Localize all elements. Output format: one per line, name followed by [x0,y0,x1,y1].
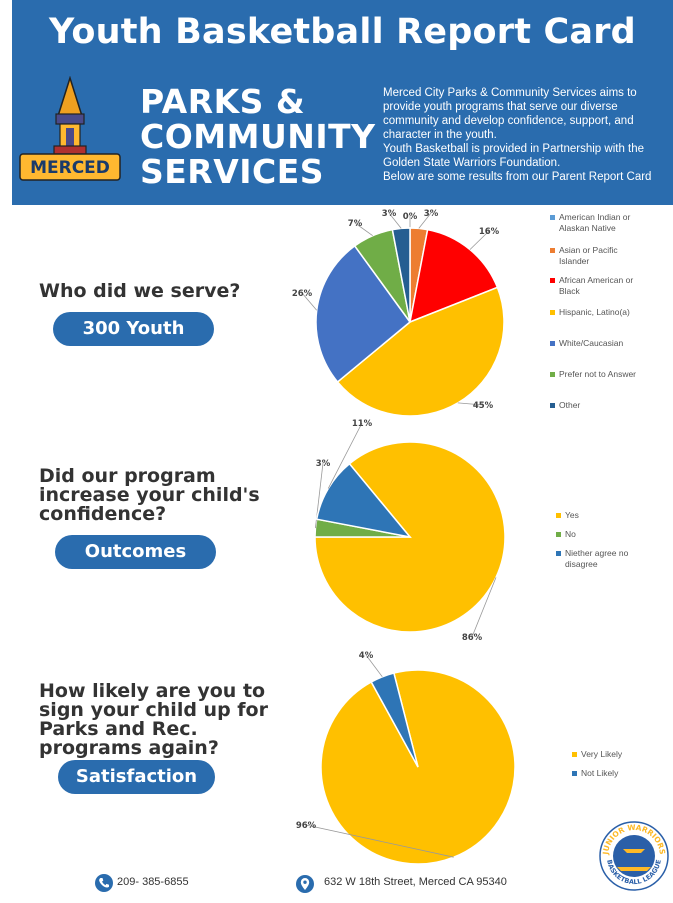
data-label: 3% [424,209,439,219]
data-label: 4% [359,651,374,661]
legend-label: Asian or Pacific [559,245,618,255]
question-line: increase your child's [39,484,260,506]
mission-line: Below are some results from our Parent R… [383,171,652,183]
data-label: 45% [473,401,494,411]
legend-label: Other [559,400,580,410]
question-line: Did our program [39,465,216,487]
data-label: 16% [479,227,500,237]
legend-label: American Indian or [559,212,631,222]
leader-line [354,222,373,237]
question-line: programs again? [39,737,219,759]
question-line: Parks and Rec. [39,718,198,740]
legend-label: Prefer not to Answer [559,369,636,379]
mission-line: Merced City Parks & Community Services a… [383,87,637,99]
page-title: Youth Basketball Report Card [49,12,636,52]
phone-icon [95,874,113,892]
legend-swatch [556,551,561,556]
pie-chart-3: 96% 4% Very Likely Not Likely [296,651,623,865]
youth-count-pill: 300 Youth [53,312,214,346]
data-label: 0% [403,212,418,222]
question-line: confidence? [39,503,167,525]
question-line: Who did we serve? [39,280,241,302]
mission-line: Golden State Warriors Foundation. [383,157,561,169]
data-label: 3% [382,209,397,219]
data-label: 3% [316,459,331,469]
data-label: 11% [352,419,373,429]
legend-swatch [550,341,555,346]
location-pin-icon [296,875,314,893]
legend-swatch [556,532,561,537]
mission-line: provide youth programs that serve our di… [383,101,618,113]
legend-swatch [550,278,555,283]
outcomes-pill: Outcomes [55,535,216,569]
legend-swatch [556,513,561,518]
mission-line: character in the youth. [383,129,497,141]
legend-label: Alaskan Native [559,223,616,233]
pie-slice [315,244,412,383]
legend-label: Islander [559,256,589,266]
address: 632 W 18th Street, Merced CA 95340 [324,876,507,888]
legend-swatch [572,752,577,757]
leader-line [327,422,363,489]
org-name-line1: PARKS & [140,82,306,121]
leader-line [305,824,454,858]
question-who-served: Who did we serve? [39,282,240,301]
legend-label: Not Likely [581,768,619,778]
legend-swatch [550,248,555,253]
legend-swatch [550,310,555,315]
legend-swatch [550,215,555,220]
legend-label: disagree [565,559,598,569]
legend-label: Niether agree no [565,548,629,558]
leader-line [469,230,490,250]
leader-line [457,402,484,406]
legend-label: African American or [559,275,633,285]
logo-wordmark: MERCED [30,158,110,178]
data-label: 86% [462,633,483,643]
leader-line [418,212,432,229]
junior-warriors-badge: JUNIOR WARRIORS BASKETBALL LEAGUE [599,821,669,891]
legend-swatch [550,403,555,408]
org-name-line3: SERVICES [140,152,325,191]
data-label: 96% [296,821,317,831]
mission-line: community and develop confidence, suppor… [383,115,634,127]
leader-line [471,577,497,638]
org-name: PARKS & COMMUNITY SERVICES [140,84,376,189]
satisfaction-pill: Satisfaction [58,760,215,794]
mission-statement: Merced City Parks & Community Services a… [383,86,673,184]
data-label: 7% [348,219,363,229]
leader-line [301,292,318,311]
phone-number: 209- 385-6855 [117,876,189,888]
pie-chart-1: 0% 3% 16% 45% 26% 7% 3% American Indian orAlask… [292,209,636,417]
org-name-line2: COMMUNITY [140,117,376,156]
question-line: How likely are you to [39,680,266,702]
merced-logo: MERCED [19,76,121,181]
legend-label: Yes [565,510,579,520]
legend-label: Hispanic, Latino(a) [559,307,630,317]
pie-slice [315,462,412,539]
header-banner: Youth Basketball Report Card MERCED PARK… [12,0,673,205]
legend-label: White/Caucasian [559,338,624,348]
mission-line: Youth Basketball is provided in Partners… [383,143,645,155]
leader-line [365,654,383,678]
legend-label: Black [559,286,581,296]
pie-slice [370,672,419,768]
legend-label: No [565,529,576,539]
legend-swatch [572,771,577,776]
question-line: sign your child up for [39,699,268,721]
legend-swatch [550,372,555,377]
leader-line [388,212,402,229]
question-confidence: Did our program increase your child's co… [39,467,260,524]
question-satisfaction: How likely are you to sign your child up… [39,682,268,758]
legend-label: Very Likely [581,749,623,759]
data-label: 26% [292,289,313,299]
